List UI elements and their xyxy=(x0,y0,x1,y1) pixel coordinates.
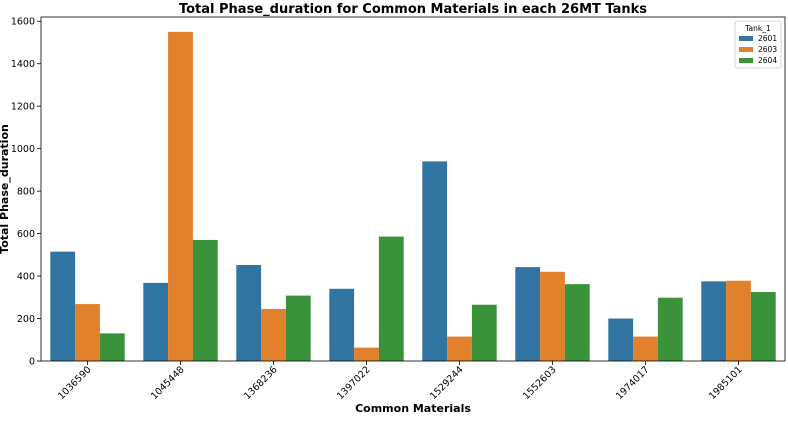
bar-2601-1985101 xyxy=(701,281,727,361)
x-tick-label: 1529244 xyxy=(428,364,466,402)
y-axis-label: Total Phase_duration xyxy=(0,124,11,254)
bar-2604-1368236 xyxy=(285,295,311,361)
y-tick-label: 0 xyxy=(29,357,35,368)
y-tick-label: 1000 xyxy=(11,144,35,155)
bar-2603-1529244 xyxy=(447,336,472,361)
bar-2601-1552603 xyxy=(515,267,541,361)
x-axis-label: Common Materials xyxy=(355,402,471,415)
y-tick-label: 1600 xyxy=(11,17,35,28)
bar-2601-1045448 xyxy=(143,282,169,361)
legend-frame xyxy=(734,20,782,69)
plot-frame xyxy=(40,16,786,362)
y-tick-label: 1400 xyxy=(11,59,35,70)
legend-label-2601: 2601 xyxy=(758,34,777,43)
y-tick-label: 200 xyxy=(17,314,35,325)
legend-label-2604: 2604 xyxy=(758,56,777,65)
bar-2604-1036590 xyxy=(99,333,125,361)
bars-group xyxy=(50,31,776,362)
x-tick-label: 1045448 xyxy=(149,364,187,402)
bar-2604-1397022 xyxy=(378,236,404,361)
y-axis-ticks: 0 200 400 600 800 1000 1200 1400 1600 xyxy=(11,17,41,368)
x-tick-label: 1368236 xyxy=(242,364,280,402)
bar-2603-1985101 xyxy=(726,280,751,361)
bar-2604-1974017 xyxy=(657,297,683,361)
bar-2604-1529244 xyxy=(471,304,497,361)
x-tick-label: 1036590 xyxy=(56,364,94,402)
x-tick-label: 1552603 xyxy=(521,364,559,402)
bar-2601-1368236 xyxy=(236,265,262,361)
bar-2603-1368236 xyxy=(261,308,286,361)
legend-label-2603: 2603 xyxy=(758,45,777,54)
legend-swatch-2603 xyxy=(739,47,753,52)
bar-2601-1974017 xyxy=(608,318,634,361)
bar-2603-1552603 xyxy=(540,271,565,361)
bar-2603-1036590 xyxy=(75,304,100,361)
bar-2604-1552603 xyxy=(564,284,590,361)
y-tick-label: 1200 xyxy=(11,102,35,113)
x-tick-label: 1397022 xyxy=(335,364,373,402)
y-tick-label: 800 xyxy=(17,187,35,198)
x-tick-label: 1974017 xyxy=(614,364,652,402)
x-tick-label: 1985101 xyxy=(707,364,745,402)
legend-swatch-2604 xyxy=(739,58,753,63)
legend-swatch-2601 xyxy=(739,36,753,41)
legend: Tank_1 2601 2603 2604 xyxy=(734,20,782,69)
bar-2604-1045448 xyxy=(192,239,218,361)
x-axis-ticks: 1036590 1045448 1368236 1397022 1529244 15526… xyxy=(56,361,745,402)
chart-title: Total Phase_duration for Common Material… xyxy=(179,2,647,17)
bar-2603-1045448 xyxy=(168,31,193,362)
y-tick-label: 400 xyxy=(17,272,35,283)
bar-2601-1036590 xyxy=(50,251,76,361)
bar-2604-1985101 xyxy=(750,291,776,361)
bar-2603-1397022 xyxy=(354,347,379,361)
y-tick-label: 600 xyxy=(17,229,35,240)
bar-2601-1397022 xyxy=(329,288,355,361)
bar-2601-1529244 xyxy=(422,161,448,361)
bar-2603-1974017 xyxy=(633,336,658,361)
legend-title: Tank_1 xyxy=(744,24,771,33)
